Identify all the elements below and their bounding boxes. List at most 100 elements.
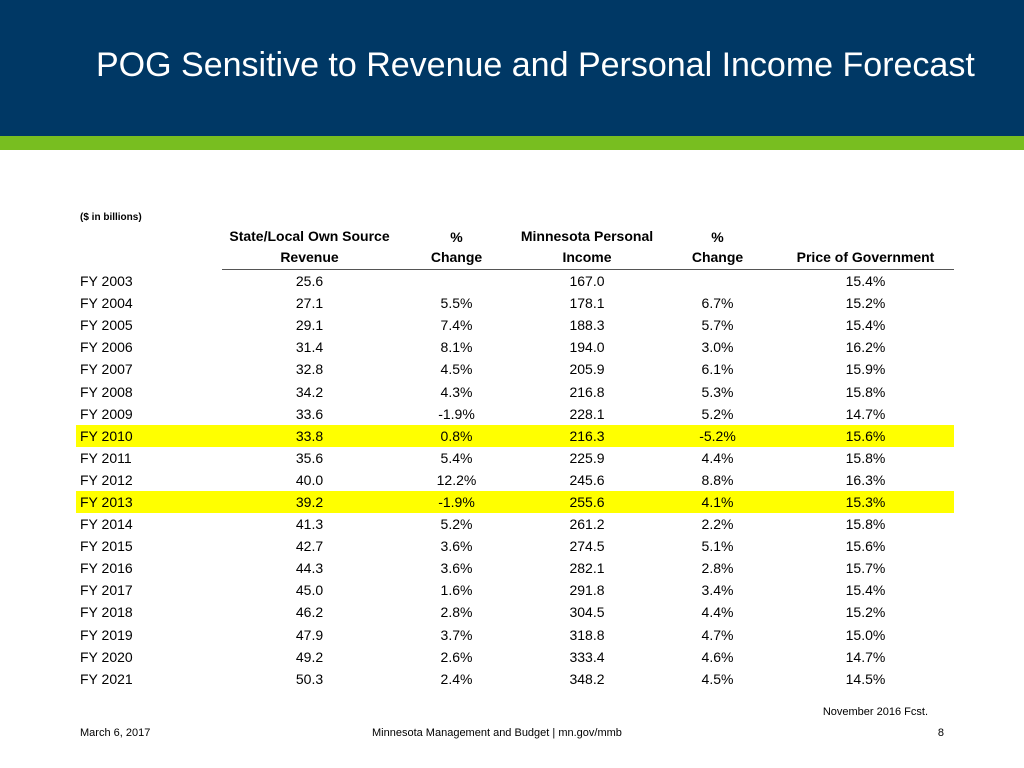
income-change-cell: 3.0% [701,339,734,356]
header-income-change-line2: Change [691,249,744,265]
revenue-change-cell: 3.6% [440,560,473,577]
year-cell: FY 2016 [80,560,133,577]
pog-cell: 16.2% [845,339,886,356]
slide-title: POG Sensitive to Revenue and Personal In… [96,46,975,84]
table-row: FY 2008 34.2 4.3% 216.8 5.3% 15.8% [76,380,954,402]
pog-cell: 15.8% [845,516,886,533]
header-revenue-change-line1: % [450,229,463,245]
year-cell: FY 2019 [80,626,133,643]
pog-cell: 15.3% [777,490,954,514]
pog-cell: 15.2% [845,295,886,312]
income-change-cell [658,270,777,293]
revenue-cell: 31.4 [295,339,324,356]
income-cell: 318.8 [569,626,605,643]
revenue-change-cell: 8.1% [440,339,473,356]
header-revenue: State/Local Own Source Revenue [222,226,397,270]
pog-cell: 15.8% [845,449,886,466]
table-row: FY 2010 33.8 0.8% 216.3 -5.2% 15.6% [76,424,954,447]
income-cell: 188.3 [569,317,605,334]
year-cell: FY 2009 [80,405,133,422]
pog-cell: 15.4% [845,273,886,290]
income-change-cell: 5.7% [701,317,734,334]
header-pog: Price of Government [777,226,954,270]
income-change-cell: 2.2% [701,516,734,533]
header-pog-label: Price of Government [796,249,935,265]
revenue-cell: 40.0 [295,471,324,488]
income-change-cell: 5.1% [701,538,734,555]
table-row: FY 2003 25.6 167.0 15.4% [76,270,954,293]
income-cell: 333.4 [569,648,605,665]
pog-cell: 15.6% [777,424,954,447]
revenue-cell: 42.7 [295,538,324,555]
page-number: 8 [937,727,944,739]
footer-org: Minnesota Management and Budget | mn.gov… [372,727,622,739]
income-cell: 216.8 [569,383,605,400]
revenue-change-cell: 5.5% [440,295,473,312]
year-cell: FY 2014 [80,516,133,533]
header-income-line1: Minnesota Personal [520,228,654,244]
table-header-row: State/Local Own Source Revenue % Change … [76,226,954,270]
title-banner: POG Sensitive to Revenue and Personal In… [0,0,1024,136]
table-row: FY 2006 31.4 8.1% 194.0 3.0% 16.2% [76,336,954,358]
revenue-change-cell: 5.4% [440,449,473,466]
year-cell: FY 2015 [80,538,133,555]
table-body: FY 2003 25.6 167.0 15.4% FY 2004 27.1 5.5% 178.… [76,270,954,690]
income-change-cell: 4.5% [701,670,734,687]
table-row: FY 2016 44.3 3.6% 282.1 2.8% 15.7% [76,557,954,579]
income-cell: 167.0 [569,273,605,290]
revenue-change-cell [397,270,516,293]
pog-cell: 15.6% [845,538,886,555]
pog-cell: 14.7% [845,405,886,422]
footer-date: March 6, 2017 [80,727,151,739]
pog-cell: 15.2% [845,604,886,621]
table-row: FY 2017 45.0 1.6% 291.8 3.4% 15.4% [76,579,954,601]
pog-cell: 14.7% [845,648,886,665]
revenue-change-cell: 2.6% [440,648,473,665]
income-change-cell: 6.7% [701,295,734,312]
revenue-cell: 27.1 [295,295,324,312]
accent-band [0,136,1024,150]
table-row: FY 2018 46.2 2.8% 304.5 4.4% 15.2% [76,601,954,623]
table-row: FY 2009 33.6 -1.9% 228.1 5.2% 14.7% [76,403,954,425]
table-row: FY 2020 49.2 2.6% 333.4 4.6% 14.7% [76,646,954,668]
income-cell: 304.5 [569,604,605,621]
income-change-cell: -5.2% [658,424,777,447]
revenue-cell: 35.6 [295,449,324,466]
income-cell: 245.6 [569,471,605,488]
units-note: ($ in billions) [80,212,142,223]
revenue-cell: 34.2 [295,383,324,400]
income-change-cell: 5.2% [701,405,734,422]
year-cell: FY 2008 [80,383,133,400]
pog-cell: 14.5% [845,670,886,687]
year-cell: FY 2005 [80,317,133,334]
income-change-cell: 2.8% [701,560,734,577]
income-change-cell: 4.4% [701,604,734,621]
year-cell: FY 2012 [80,471,133,488]
income-cell: 205.9 [569,361,605,378]
header-income-change: % Change [658,226,777,270]
revenue-change-cell: 7.4% [440,317,473,334]
year-cell: FY 2021 [80,670,133,687]
pog-cell: 15.0% [845,626,886,643]
source-note: November 2016 Fcst. [822,706,928,718]
income-cell: 255.6 [516,490,658,514]
table-row: FY 2013 39.2 -1.9% 255.6 4.1% 15.3% [76,490,954,514]
table-row: FY 2004 27.1 5.5% 178.1 6.7% 15.2% [76,292,954,314]
revenue-change-cell: -1.9% [397,490,516,514]
income-change-cell: 8.8% [701,471,734,488]
income-cell: 261.2 [569,516,605,533]
header-income: Minnesota Personal Income [516,226,658,270]
table-row: FY 2012 40.0 12.2% 245.6 8.8% 16.3% [76,469,954,491]
revenue-cell: 29.1 [295,317,324,334]
table-row: FY 2005 29.1 7.4% 188.3 5.7% 15.4% [76,314,954,336]
year-cell: FY 2003 [80,272,133,289]
revenue-cell: 45.0 [295,582,324,599]
income-cell: 225.9 [569,449,605,466]
year-cell: FY 2017 [80,582,133,599]
revenue-cell: 33.6 [295,405,324,422]
pog-cell: 15.4% [845,317,886,334]
income-cell: 194.0 [569,339,605,356]
pog-cell: 15.7% [845,560,886,577]
header-revenue-change: % Change [397,226,516,270]
